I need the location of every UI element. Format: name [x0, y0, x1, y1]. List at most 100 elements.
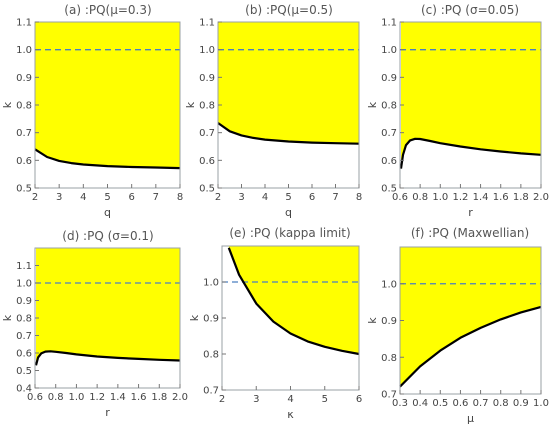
boundary-curve: [399, 137, 542, 169]
x-tick-label: 1.8: [513, 192, 529, 203]
x-tick-label: 2: [215, 192, 221, 203]
x-tick-label: 0.3: [392, 398, 408, 409]
x-tick-label: 0.9: [513, 398, 529, 409]
y-tick-label: 0.9: [381, 316, 397, 327]
x-tick-label: 6: [128, 192, 134, 203]
y-tick-label: 0.7: [16, 128, 32, 139]
x-axis-label: q: [104, 206, 111, 219]
y-tick-label: 1.0: [381, 45, 397, 56]
x-tick-label: 3: [238, 192, 244, 203]
x-tick-label: 0.8: [48, 392, 64, 403]
x-axis-label: r: [468, 206, 473, 219]
allowed-region: [400, 247, 541, 387]
x-tick-label: 1.6: [493, 192, 509, 203]
x-tick-label: 2: [32, 192, 38, 203]
x-tick-label: 1.0: [68, 392, 84, 403]
x-axis-label: q: [285, 206, 292, 219]
x-tick-label: 2.0: [172, 392, 188, 403]
x-tick-label: 2: [219, 394, 225, 405]
x-tick-label: 7: [332, 192, 338, 203]
y-tick-label: 0.6: [381, 156, 397, 167]
y-tick-label: 1.0: [16, 279, 32, 290]
x-tick-label: 1.0: [432, 192, 448, 203]
x-tick-label: 4: [262, 192, 268, 203]
boundary-curve: [227, 247, 360, 356]
y-tick-label: 0.6: [199, 156, 215, 167]
panel-b: 2 3 4 5 6 7 8 0.5 0.6 0.7 0.8 0.9 1.0 1.1 (b) :PQ(μ=0.…: [184, 3, 362, 219]
y-tick-label: 0.9: [16, 296, 32, 307]
panel-title: (e) :PQ (kappa limit): [229, 226, 350, 240]
y-axis-label: k: [1, 314, 14, 321]
y-tick-label: 0.7: [16, 331, 32, 342]
y-tick-label: 0.7: [381, 390, 397, 401]
y-tick-label: 0.5: [16, 366, 32, 377]
x-tick-label: 5: [285, 192, 291, 203]
allowed-region: [218, 22, 359, 144]
panel-a: 2 3 4 5 6 7 8 0.5 0.6 0.7 0.8 0.9 1.0 1.1 (a) :PQ(μ=0.…: [1, 3, 183, 219]
y-axis-label: k: [188, 314, 201, 321]
x-tick-label: 6: [309, 192, 315, 203]
panel-title: (a) :PQ(μ=0.3): [64, 3, 151, 17]
panel-title: (d) :PQ (σ=0.1): [62, 229, 153, 243]
y-tick-label: 0.9: [203, 314, 219, 325]
y-tick-label: 0.9: [381, 73, 397, 84]
y-tick-label: 0.9: [199, 73, 215, 84]
panel-title: (b) :PQ(μ=0.5): [245, 3, 333, 17]
y-tick-label: 0.8: [381, 353, 397, 364]
boundary-curve: [217, 122, 360, 145]
x-tick-label: 0.6: [452, 398, 468, 409]
y-tick-label: 0.5: [381, 184, 397, 195]
x-tick-label: 1.6: [131, 392, 147, 403]
y-tick-label: 1.1: [16, 18, 32, 29]
panel-title: (c) :PQ (σ=0.05): [421, 3, 519, 17]
y-tick-label: 1.0: [199, 45, 215, 56]
x-tick-label: 7: [153, 192, 159, 203]
panel-d: 0.6 0.8 1.0 1.2 1.4 1.6 1.8 2.0 0.4 0.5 0.6 0.7 0.8 0…: [1, 229, 188, 419]
y-tick-label: 0.7: [203, 386, 219, 397]
x-tick-label: 0.6: [392, 192, 408, 203]
x-tick-label: 1.0: [533, 398, 549, 409]
panel-e: 2 3 4 5 6 0.7 0.8 0.9 1.0 (e) :PQ (kappa limit) κ k: [188, 226, 362, 421]
y-tick-label: 0.8: [381, 101, 397, 112]
y-tick-label: 0.9: [16, 73, 32, 84]
panel-title: (f) :PQ (Maxwellian): [411, 226, 529, 240]
boundary-curve: [399, 305, 542, 388]
y-axis-label: k: [1, 101, 14, 108]
y-tick-label: 0.7: [381, 128, 397, 139]
x-axis-label: r: [105, 406, 110, 419]
y-axis-label: k: [366, 101, 379, 108]
boundary-curve: [34, 148, 181, 170]
y-tick-label: 0.8: [16, 101, 32, 112]
y-tick-label: 0.5: [16, 184, 32, 195]
x-tick-label: 2.0: [533, 192, 549, 203]
panel-c: 0.6 0.8 1.0 1.2 1.4 1.6 1.8 2.00.50.60.70.80.91…: [366, 3, 549, 219]
x-tick-label: 0.5: [432, 398, 448, 409]
allowed-region: [228, 246, 359, 354]
x-tick-label: 5: [322, 394, 328, 405]
x-tick-label: 1.4: [473, 192, 489, 203]
y-tick-label: 1.1: [199, 18, 215, 29]
allowed-region: [36, 248, 180, 366]
x-tick-label: 8: [177, 192, 183, 203]
y-tick-label: 1.0: [16, 45, 32, 56]
y-tick-label: 1.0: [381, 279, 397, 290]
x-tick-label: 1.2: [89, 392, 105, 403]
y-tick-label: 0.8: [16, 314, 32, 325]
x-tick-label: 4: [80, 192, 86, 203]
y-tick-label: 1.1: [381, 18, 397, 29]
x-tick-label: 3: [253, 394, 259, 405]
y-axis-label: k: [366, 317, 379, 324]
panel-f: 0.3 0.4 0.5 0.6 0.7 0.8 0.9 1.0 0.7 0.8 0.9 1.0 (f) …: [366, 226, 549, 424]
x-tick-label: 0.4: [412, 398, 428, 409]
y-tick-label: 0.8: [199, 101, 215, 112]
x-tick-label: 8: [356, 192, 362, 203]
y-tick-label: 1.0: [203, 278, 219, 289]
x-axis-label: μ: [467, 412, 474, 424]
x-tick-label: 0.8: [493, 398, 509, 409]
x-tick-label: 1.4: [110, 392, 126, 403]
x-tick-label: 5: [104, 192, 110, 203]
y-tick-label: 1.1: [16, 261, 32, 272]
y-tick-label: 0.6: [16, 156, 32, 167]
y-tick-label: 0.6: [16, 349, 32, 360]
